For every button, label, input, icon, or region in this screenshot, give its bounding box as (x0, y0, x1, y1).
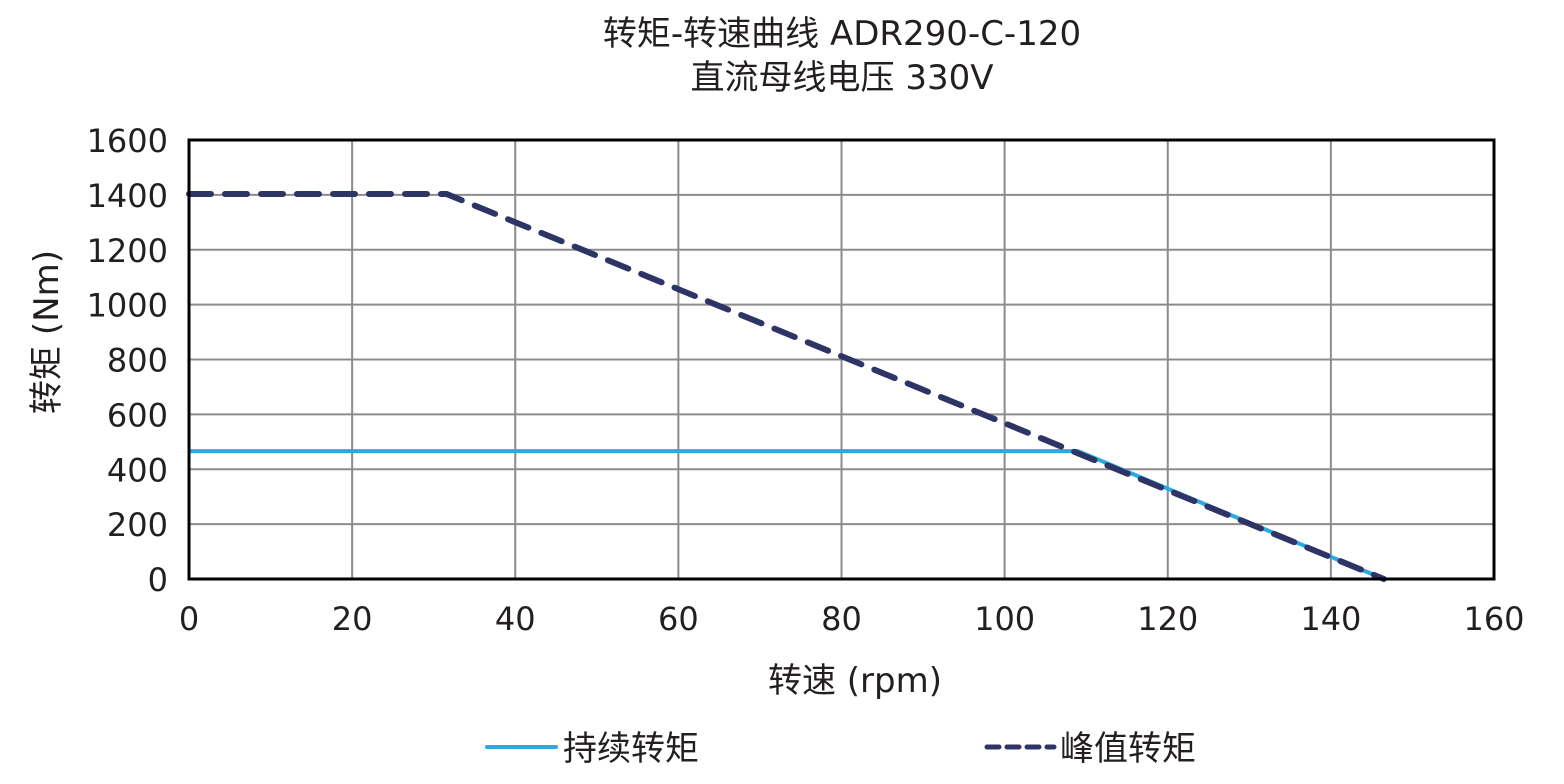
x-tick-label: 160 (1463, 600, 1524, 638)
legend: 持续转矩 峰值转矩 (485, 729, 1196, 769)
chart-subtitle: 直流母线电压 330V (690, 58, 994, 98)
y-tick-label: 1200 (87, 232, 168, 270)
y-tick-label: 1600 (87, 122, 168, 160)
legend-continuous-label: 持续转矩 (563, 729, 699, 769)
y-tick-label: 800 (107, 342, 168, 380)
y-tick-label: 600 (107, 396, 168, 434)
y-tick-label: 1400 (87, 177, 168, 215)
x-tick-label: 120 (1137, 600, 1198, 638)
y-tick-label: 1000 (87, 287, 168, 325)
peak-torque-line (186, 191, 1387, 582)
y-axis-label: 转矩 (Nm) (27, 250, 67, 414)
x-tick-label: 0 (179, 600, 199, 638)
plot-frame (187, 138, 1496, 581)
x-tick-label: 80 (821, 600, 862, 638)
axis-ticks: 0 20 40 60 80 100 120 140 1600200400600800100012… (87, 122, 1525, 638)
x-tick-label: 40 (495, 600, 536, 638)
x-axis-label: 转速 (rpm) (768, 661, 942, 701)
y-tick-label: 200 (107, 506, 168, 544)
grid-lines (188, 139, 1495, 580)
legend-peak-label: 峰值转矩 (1060, 729, 1196, 769)
x-tick-label: 60 (658, 600, 699, 638)
continuous-torque-line (189, 449, 1385, 581)
y-tick-label: 0 (148, 561, 168, 599)
x-tick-label: 20 (332, 600, 373, 638)
x-tick-label: 100 (974, 600, 1035, 638)
x-tick-label: 140 (1300, 600, 1361, 638)
chart-title: 转矩-转速曲线 ADR290-C-120 (602, 14, 1082, 54)
data-series (186, 191, 1387, 582)
y-tick-label: 400 (107, 451, 168, 489)
